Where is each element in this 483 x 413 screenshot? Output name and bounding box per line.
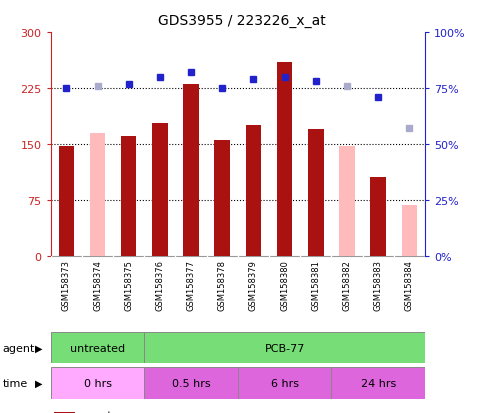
Bar	[55, 412, 75, 413]
Bar	[51, 332, 144, 363]
Text: GSM158379: GSM158379	[249, 260, 258, 311]
Text: GSM158374: GSM158374	[93, 260, 102, 311]
Bar	[144, 368, 238, 399]
Bar	[308, 130, 324, 256]
Bar	[121, 137, 137, 256]
Text: 24 hrs: 24 hrs	[361, 378, 396, 388]
Bar	[238, 368, 331, 399]
Bar	[152, 124, 168, 256]
Text: GSM158375: GSM158375	[124, 260, 133, 311]
Bar	[339, 147, 355, 256]
Text: GSM158383: GSM158383	[374, 260, 383, 311]
Bar	[183, 85, 199, 256]
Text: GSM158382: GSM158382	[342, 260, 352, 311]
Text: GSM158376: GSM158376	[156, 260, 164, 311]
Text: GSM158377: GSM158377	[186, 260, 196, 311]
Text: 6 hrs: 6 hrs	[270, 378, 298, 388]
Text: 0 hrs: 0 hrs	[84, 378, 112, 388]
Bar	[402, 206, 417, 256]
Text: ▶: ▶	[35, 343, 43, 353]
Text: PCB-77: PCB-77	[265, 343, 305, 353]
Text: GSM158384: GSM158384	[405, 260, 414, 311]
Bar	[58, 147, 74, 256]
Bar	[246, 126, 261, 256]
Bar	[51, 368, 144, 399]
Bar	[331, 368, 425, 399]
Text: ▶: ▶	[35, 378, 43, 388]
Bar	[277, 63, 293, 256]
Bar	[90, 133, 105, 256]
Text: time: time	[2, 378, 28, 388]
Text: agent: agent	[2, 343, 35, 353]
Text: untreated: untreated	[70, 343, 125, 353]
Bar	[144, 332, 425, 363]
Text: 0.5 hrs: 0.5 hrs	[172, 378, 211, 388]
Text: GSM158381: GSM158381	[312, 260, 320, 311]
Text: GSM158380: GSM158380	[280, 260, 289, 311]
Text: GSM158378: GSM158378	[218, 260, 227, 311]
Bar	[214, 141, 230, 256]
Text: GSM158373: GSM158373	[62, 260, 71, 311]
Bar	[370, 178, 386, 256]
Text: count: count	[83, 410, 112, 413]
Text: GDS3955 / 223226_x_at: GDS3955 / 223226_x_at	[157, 14, 326, 28]
